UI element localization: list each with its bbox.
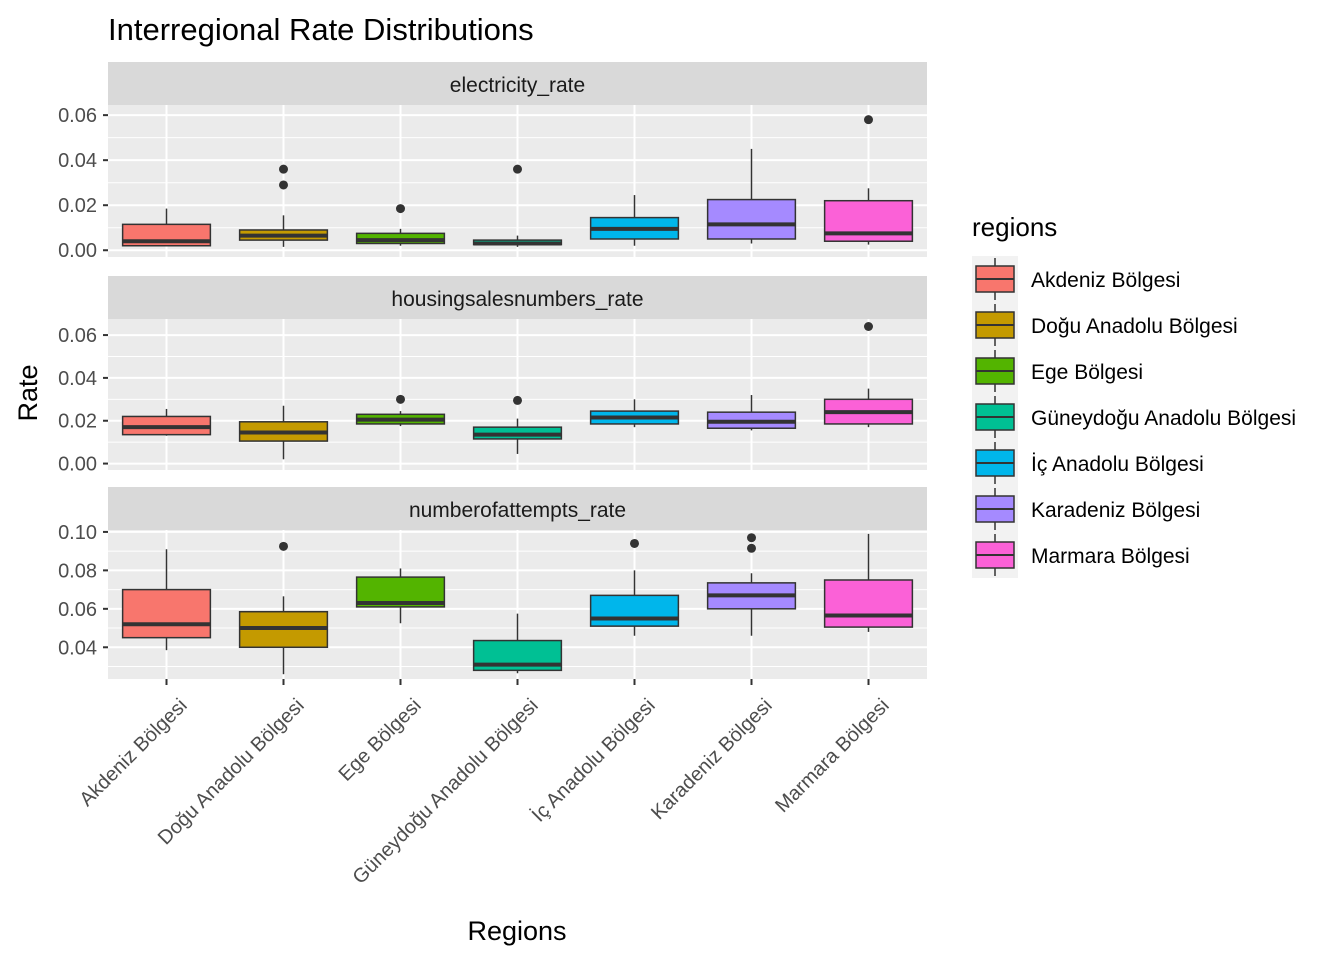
box-İç Anadolu Bölgesi xyxy=(589,195,680,246)
outlier-point xyxy=(279,541,288,551)
box-Ege Bölgesi xyxy=(355,204,446,246)
facet-strip xyxy=(108,62,927,105)
y-tick-label: 0.00 xyxy=(58,240,97,262)
box-İç Anadolu Bölgesi xyxy=(589,399,680,428)
box-Ege Bölgesi xyxy=(355,394,446,427)
box-İç Anadolu Bölgesi xyxy=(589,538,680,636)
box-Marmara Bölgesi xyxy=(823,115,914,245)
outlier-point xyxy=(396,394,405,404)
box-Akdeniz Bölgesi xyxy=(121,408,212,436)
legend-item-Doğu Anadolu Bölgesi: Doğu Anadolu Bölgesi xyxy=(975,304,1238,346)
y-tick-label: 0.06 xyxy=(58,325,97,347)
y-tick-label: 0.04 xyxy=(58,368,97,390)
facet-strip-label: electricity_rate xyxy=(450,74,585,97)
box-Doğu Anadolu Bölgesi xyxy=(238,405,329,460)
legend: regions Akdeniz Bölgesi Doğu Anadolu Bölg… xyxy=(972,212,1296,578)
x-tick-label: Marmara Bölgesi xyxy=(771,695,893,817)
outlier-point xyxy=(630,538,639,548)
legend-label: Karadeniz Bölgesi xyxy=(1031,499,1200,522)
legend-title: regions xyxy=(972,212,1057,242)
legend-item-Akdeniz Bölgesi: Akdeniz Bölgesi xyxy=(975,258,1180,300)
outlier-point xyxy=(864,115,873,125)
box-Güneydoğu Anadolu Bölgesi xyxy=(472,395,563,454)
x-axis-title: Regions xyxy=(467,916,566,946)
box-Doğu Anadolu Bölgesi xyxy=(238,164,329,247)
box-Marmara Bölgesi xyxy=(823,533,914,632)
legend-item-Karadeniz Bölgesi: Karadeniz Bölgesi xyxy=(975,488,1200,530)
outlier-point xyxy=(513,395,522,405)
y-tick-label: 0.02 xyxy=(58,195,97,217)
legend-item-Güneydoğu Anadolu Bölgesi: Güneydoğu Anadolu Bölgesi xyxy=(975,396,1296,438)
legend-label: Doğu Anadolu Bölgesi xyxy=(1031,315,1238,338)
legend-item-Marmara Bölgesi: Marmara Bölgesi xyxy=(975,534,1190,576)
chart-title: Interregional Rate Distributions xyxy=(108,12,534,47)
facet-strip xyxy=(108,276,927,319)
box-Ege Bölgesi xyxy=(355,568,446,624)
box-Karadeniz Bölgesi xyxy=(706,148,797,244)
box-Marmara Bölgesi xyxy=(823,321,914,428)
outlier-point xyxy=(747,543,756,553)
legend-item-Ege Bölgesi: Ege Bölgesi xyxy=(975,350,1143,392)
y-tick-label: 0.06 xyxy=(58,599,97,621)
y-tick-label: 0.04 xyxy=(58,637,97,659)
legend-label: Marmara Bölgesi xyxy=(1031,545,1190,568)
y-axis-title: Rate xyxy=(13,364,43,421)
legend-label: Akdeniz Bölgesi xyxy=(1031,269,1180,292)
y-tick-label: 0.10 xyxy=(58,522,97,544)
outlier-point xyxy=(279,164,288,174)
facet-strip-label: numberofattempts_rate xyxy=(409,499,626,522)
box-Karadeniz Bölgesi xyxy=(706,395,797,431)
box-iqr xyxy=(121,588,212,639)
box-Güneydoğu Anadolu Bölgesi xyxy=(472,613,563,674)
y-tick-label: 0.06 xyxy=(58,105,97,127)
facet-panel-numberofattempts_rate: numberofattempts_rate 0.04 0.06 0.08 0.10 xyxy=(58,487,927,679)
box-Karadeniz Bölgesi xyxy=(706,533,797,636)
facet-panel-electricity_rate: electricity_rate 0.00 0.02 0.04 0.06 xyxy=(58,62,927,262)
box-iqr xyxy=(706,198,797,240)
outlier-point xyxy=(513,164,522,174)
y-tick-label: 0.00 xyxy=(58,454,97,476)
facet-strip xyxy=(108,487,927,530)
facet-strip-label: housingsalesnumbers_rate xyxy=(391,288,643,311)
y-tick-label: 0.02 xyxy=(58,411,97,433)
y-tick-label: 0.08 xyxy=(58,560,97,582)
box-iqr xyxy=(589,594,680,627)
facet-panels: electricity_rate0.000.020.040.06housings… xyxy=(58,62,927,679)
outlier-point xyxy=(864,321,873,331)
x-tick-label: İç Anadolu Bölgesi xyxy=(527,694,660,827)
legend-items: Akdeniz Bölgesi Doğu Anadolu Bölgesi Ege B… xyxy=(972,256,1296,578)
box-Akdeniz Bölgesi xyxy=(121,208,212,247)
outlier-point xyxy=(279,180,288,190)
box-Güneydoğu Anadolu Bölgesi xyxy=(472,164,563,247)
box-Doğu Anadolu Bölgesi xyxy=(238,541,329,675)
legend-item-İç Anadolu Bölgesi: İç Anadolu Bölgesi xyxy=(975,442,1204,484)
outlier-point xyxy=(747,533,756,543)
x-tick-label: Akdeniz Bölgesi xyxy=(75,695,191,811)
box-iqr xyxy=(823,579,914,628)
legend-label: Ege Bölgesi xyxy=(1031,361,1143,384)
x-tick-label: Ege Bölgesi xyxy=(335,695,426,786)
y-tick-label: 0.04 xyxy=(58,150,97,172)
legend-label: İç Anadolu Bölgesi xyxy=(1031,453,1204,476)
box-Akdeniz Bölgesi xyxy=(121,549,212,651)
outlier-point xyxy=(396,204,405,214)
legend-label: Güneydoğu Anadolu Bölgesi xyxy=(1031,407,1296,430)
facet-panel-housingsalesnumbers_rate: housingsalesnumbers_rate 0.00 0.02 0.04 0.06 xyxy=(58,276,927,476)
x-tick-label: Karadeniz Bölgesi xyxy=(647,695,777,825)
x-tick-label: Güneydoğu Anadolu Bölgesi xyxy=(349,695,543,889)
